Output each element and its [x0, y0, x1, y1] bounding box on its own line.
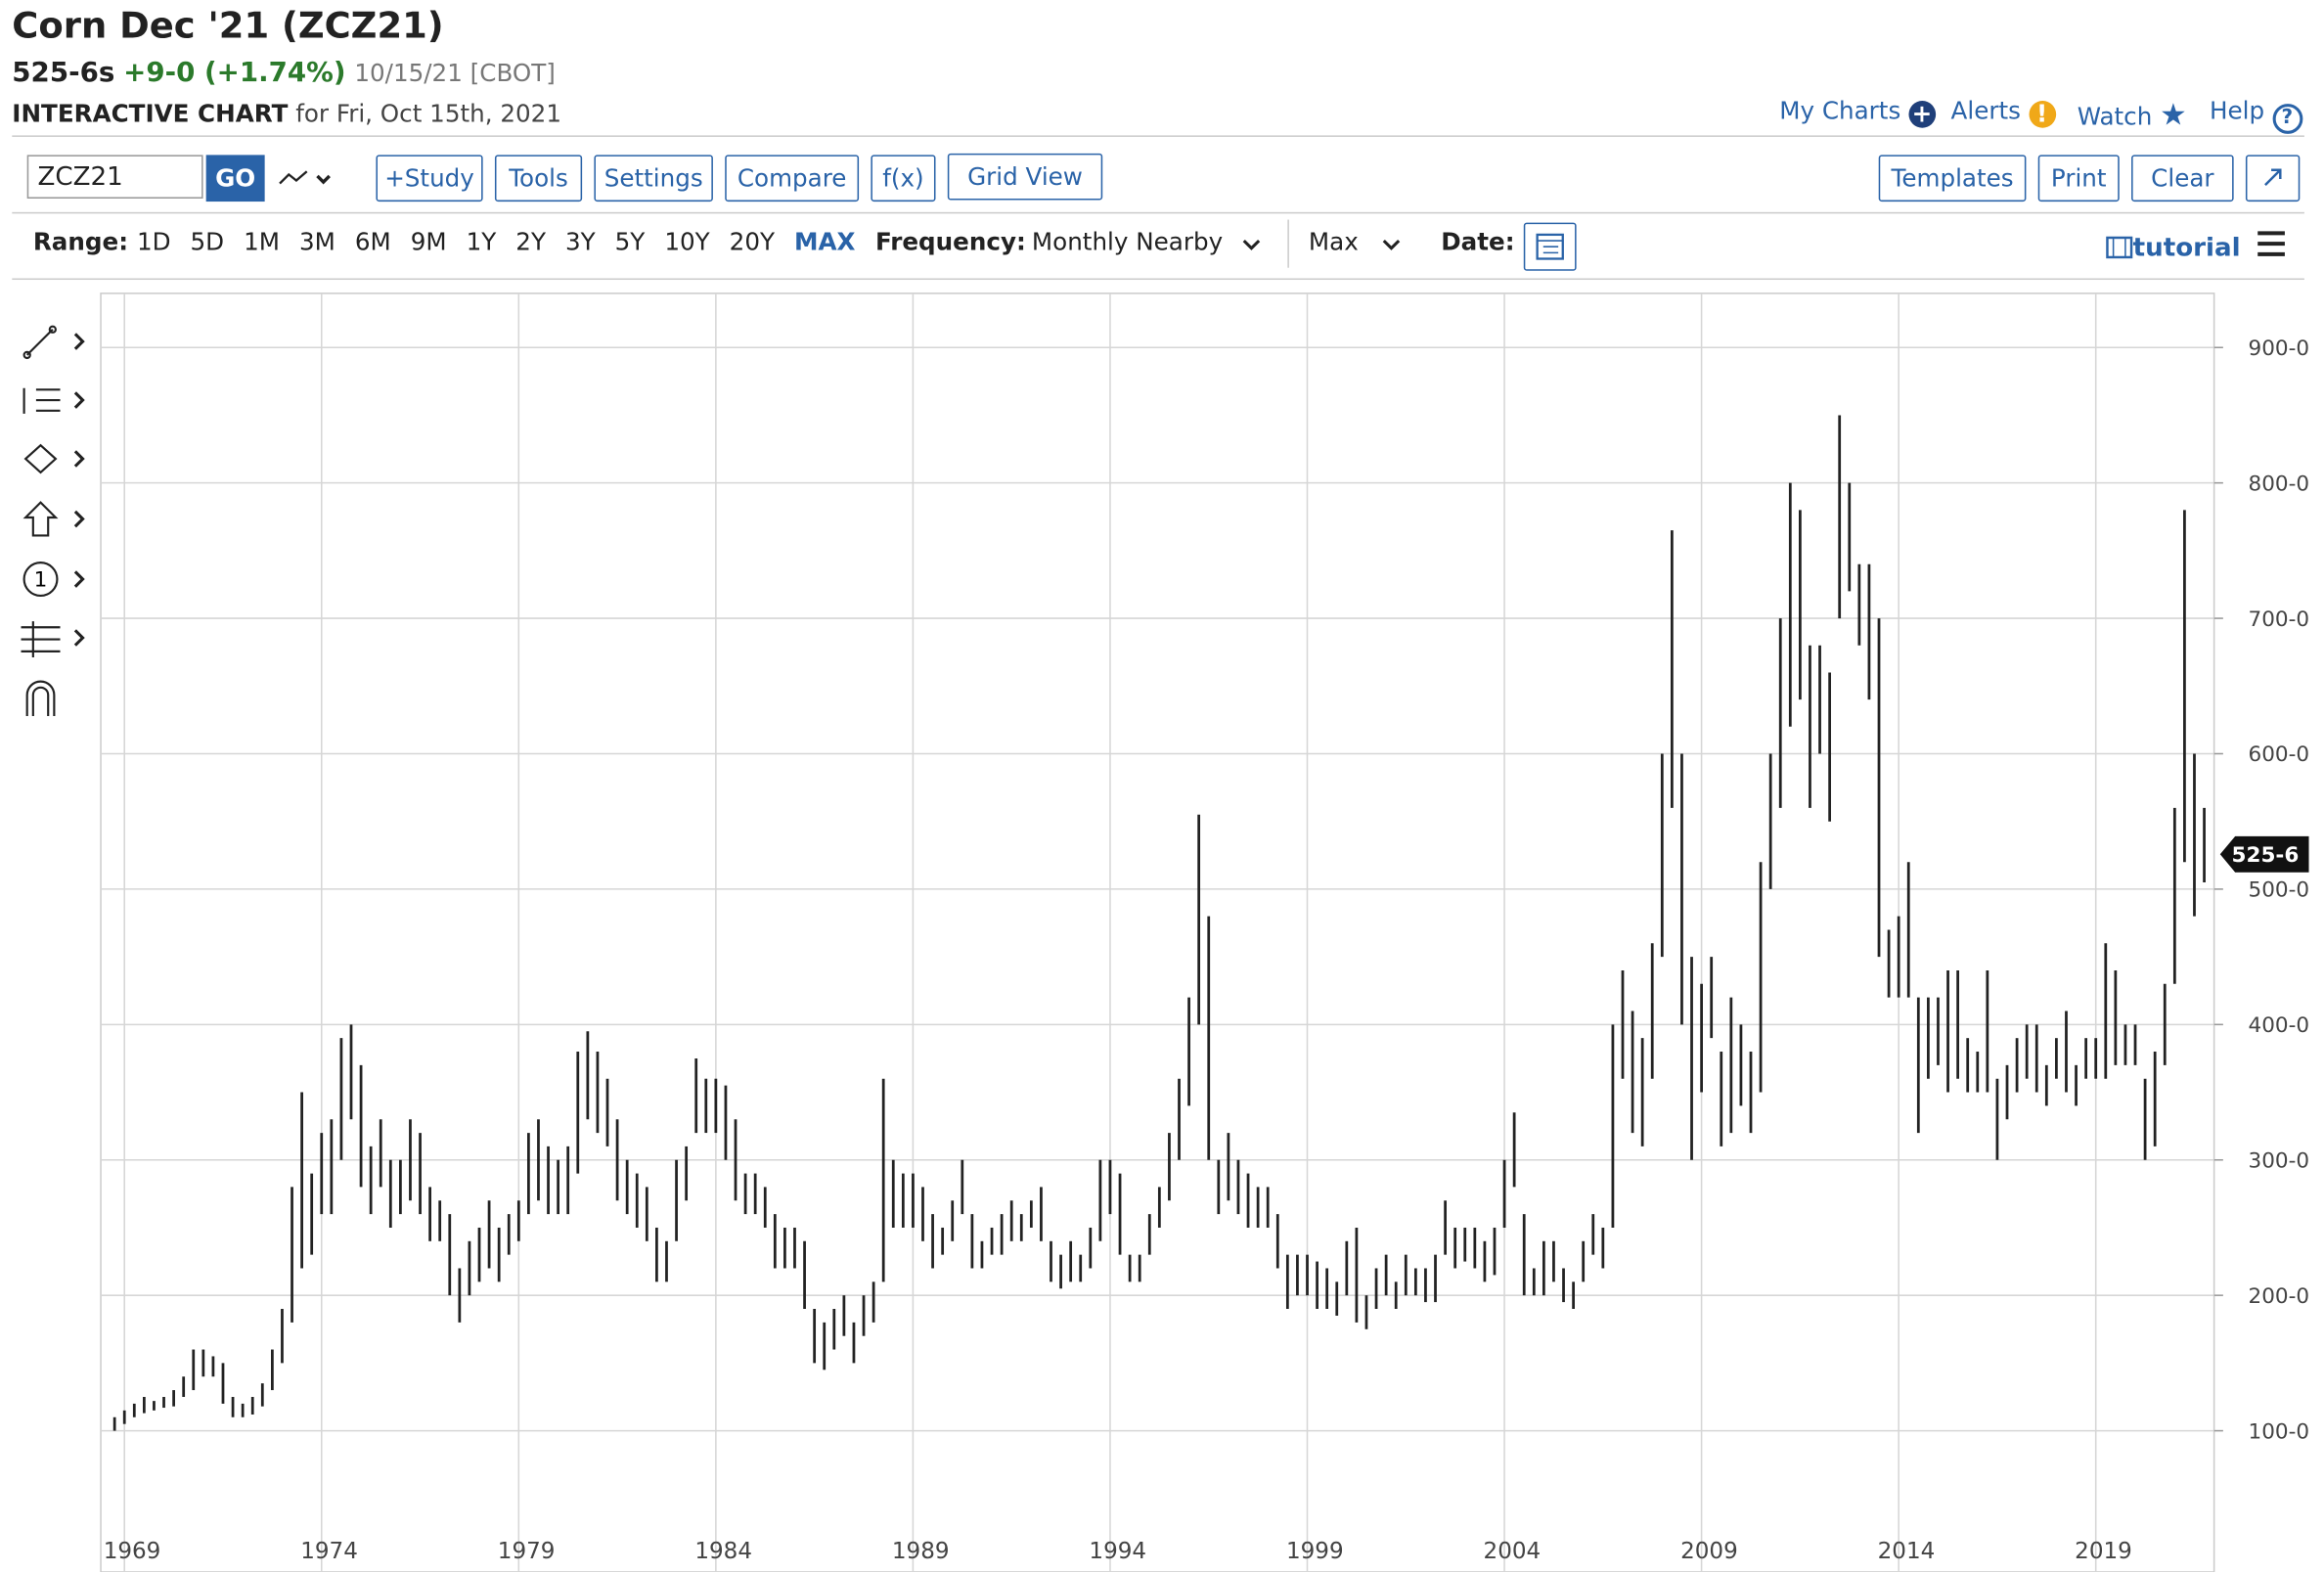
- plot-frame: [100, 292, 2215, 1573]
- last-price-tag: [2219, 835, 2309, 873]
- frequency-select[interactable]: Monthly Nearby: [1031, 227, 1224, 256]
- range-option[interactable]: 2Y: [515, 227, 546, 256]
- quote-date: 10/15/21 [CBOT]: [354, 58, 556, 88]
- x-tick-label: 1984: [694, 1539, 752, 1564]
- y-tick-label: 800-0: [2249, 472, 2310, 496]
- range-option[interactable]: 9M: [410, 227, 447, 256]
- toolbar-button[interactable]: f(x): [871, 155, 936, 202]
- y-tick-label: 200-0: [2249, 1284, 2310, 1309]
- drawing-tools: [21, 325, 85, 716]
- link-text[interactable]: Help: [2210, 96, 2265, 125]
- menu-button[interactable]: [2257, 230, 2287, 257]
- toolbar-button[interactable]: Settings: [594, 155, 713, 202]
- last-price: 525-6s: [12, 57, 115, 89]
- range-label: Range:: [32, 227, 129, 256]
- range-option[interactable]: 5Y: [614, 227, 646, 256]
- y-tick-label: 700-0: [2249, 607, 2310, 632]
- date-picker[interactable]: [1523, 222, 1577, 271]
- toolbar-button[interactable]: Print: [2037, 155, 2120, 202]
- range-option[interactable]: 3M: [298, 227, 335, 256]
- expand-button[interactable]: [2245, 155, 2301, 202]
- help-link[interactable]: Help ?: [2210, 96, 2302, 134]
- x-tick-label: 2014: [1878, 1539, 1936, 1564]
- y-tick-label: 100-0: [2249, 1419, 2310, 1444]
- chevron: [1242, 239, 1261, 250]
- y-tick-label: 500-0: [2249, 878, 2310, 903]
- alerts-link[interactable]: Alerts !: [1950, 96, 2056, 128]
- y-tick-label: 900-0: [2249, 337, 2310, 361]
- toolbar-button[interactable]: Tools: [494, 155, 583, 202]
- divider: [1287, 219, 1289, 268]
- y-tick-label: 600-0: [2249, 742, 2310, 767]
- x-tick-label: 1989: [892, 1539, 950, 1564]
- y-tick-label: 300-0: [2249, 1148, 2310, 1173]
- range-option[interactable]: 20Y: [729, 227, 776, 256]
- range-option[interactable]: 6M: [354, 227, 391, 256]
- divider: [12, 211, 2304, 214]
- x-tick-label: 2019: [2075, 1539, 2132, 1564]
- x-tick-label: 1969: [104, 1539, 161, 1564]
- my-charts-link[interactable]: My Charts +: [1779, 96, 1936, 128]
- toolbar-button[interactable]: Clear: [2131, 155, 2234, 202]
- range-option[interactable]: 10Y: [664, 227, 710, 256]
- range-options: 1D 5D 1M 3M 6M 9M 1Y 2Y 3Y 5Y 10Y 20Y MAX: [137, 227, 856, 255]
- link-text[interactable]: Alerts: [1950, 96, 2021, 125]
- tutorial-text[interactable]: tutorial: [2132, 233, 2241, 264]
- title: Corn Dec '21 (ZCZ21): [12, 4, 444, 47]
- range-option[interactable]: 3Y: [564, 227, 596, 256]
- y-tick-label: 400-0: [2249, 1013, 2310, 1038]
- symbol-input[interactable]: ZCZ21: [26, 155, 203, 199]
- range-option[interactable]: 1D: [136, 227, 171, 256]
- toolbar-button[interactable]: Grid View: [947, 153, 1103, 201]
- link-text[interactable]: My Charts: [1779, 96, 1901, 125]
- toolbar-button[interactable]: Templates: [1878, 155, 2027, 202]
- last-price-label: 525-6: [2232, 843, 2300, 868]
- date-label: Date:: [1441, 227, 1515, 256]
- go-button[interactable]: GO: [205, 155, 265, 202]
- x-tick-label: 1974: [300, 1539, 358, 1564]
- chart-label: INTERACTIVE CHART: [12, 99, 289, 128]
- range-option[interactable]: MAX: [794, 227, 856, 256]
- divider: [12, 278, 2304, 281]
- link-text[interactable]: Watch: [2077, 102, 2153, 131]
- quote-line: 525-6s +9-0 (+1.74%) 10/15/21 [CBOT]: [12, 57, 556, 88]
- period-select[interactable]: Max: [1308, 227, 1359, 256]
- chevron: [1382, 239, 1401, 250]
- x-tick-label: 1994: [1089, 1539, 1146, 1564]
- toolbar-button[interactable]: +Study: [376, 155, 483, 202]
- chart-caption: INTERACTIVE CHART for Fri, Oct 15th, 202…: [12, 99, 561, 127]
- range-option[interactable]: 1Y: [466, 227, 497, 256]
- range-option[interactable]: 1M: [244, 227, 281, 256]
- chart-style-menu[interactable]: [277, 162, 340, 196]
- range-option[interactable]: 5D: [190, 227, 225, 256]
- toolbar-button[interactable]: Compare: [725, 155, 860, 202]
- chart-date: for Fri, Oct 15th, 2021: [295, 99, 561, 128]
- x-tick-label: 2009: [1680, 1539, 1738, 1564]
- watch-link[interactable]: Watch ★: [2077, 96, 2187, 133]
- x-tick-label: 1979: [498, 1539, 556, 1564]
- tool-icon-number: 1: [34, 568, 48, 593]
- frequency-label: Frequency:: [874, 227, 1026, 256]
- x-tick-label: 1999: [1286, 1539, 1344, 1564]
- x-tick-label: 2004: [1484, 1539, 1542, 1564]
- divider: [12, 135, 2304, 137]
- tutorial-link[interactable]: tutorial: [2106, 233, 2241, 263]
- price-change: +9-0 (+1.74%): [123, 57, 346, 89]
